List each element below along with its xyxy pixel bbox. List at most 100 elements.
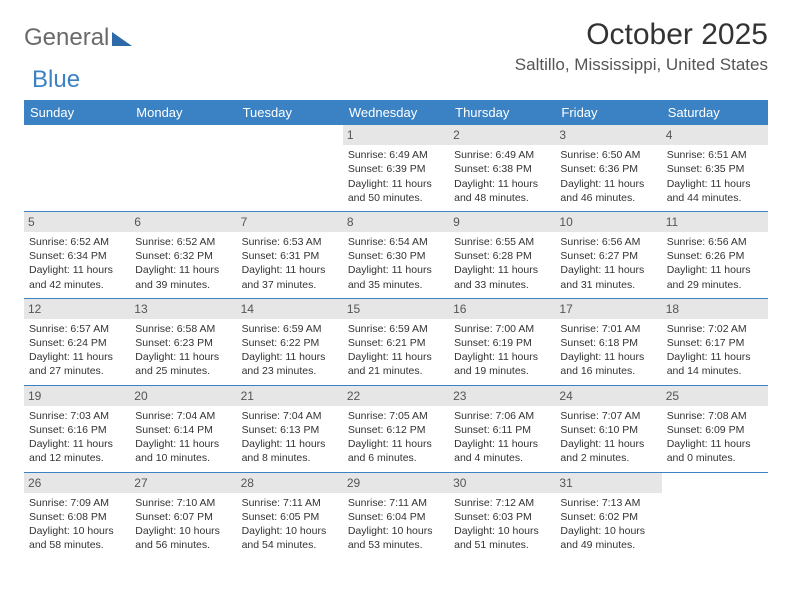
sunset-text: Sunset: 6:14 PM [135,423,231,437]
sunset-text: Sunset: 6:32 PM [135,249,231,263]
calendar-cell: 7Sunrise: 6:53 AMSunset: 6:31 PMDaylight… [237,211,343,298]
daylight-text: Daylight: 11 hours and 27 minutes. [29,350,125,378]
daylight-text: Daylight: 11 hours and 25 minutes. [135,350,231,378]
sunrise-text: Sunrise: 7:04 AM [135,409,231,423]
daylight-text: Daylight: 11 hours and 23 minutes. [242,350,338,378]
day-details: Sunrise: 7:10 AMSunset: 6:07 PMDaylight:… [134,496,232,553]
sunrise-text: Sunrise: 7:04 AM [242,409,338,423]
sunset-text: Sunset: 6:21 PM [348,336,444,350]
sunset-text: Sunset: 6:22 PM [242,336,338,350]
calendar-cell: 25Sunrise: 7:08 AMSunset: 6:09 PMDayligh… [662,385,768,472]
sunset-text: Sunset: 6:07 PM [135,510,231,524]
day-number: 1 [343,125,449,145]
day-details: Sunrise: 6:50 AMSunset: 6:36 PMDaylight:… [559,148,657,205]
daylight-text: Daylight: 11 hours and 44 minutes. [667,177,763,205]
day-number: 9 [449,212,555,232]
sunrise-text: Sunrise: 6:53 AM [242,235,338,249]
day-number: 22 [343,386,449,406]
sunset-text: Sunset: 6:19 PM [454,336,550,350]
sunrise-text: Sunrise: 7:11 AM [242,496,338,510]
day-details: Sunrise: 7:03 AMSunset: 6:16 PMDaylight:… [28,409,126,466]
day-details: Sunrise: 6:53 AMSunset: 6:31 PMDaylight:… [241,235,339,292]
day-details: Sunrise: 7:09 AMSunset: 6:08 PMDaylight:… [28,496,126,553]
month-title: October 2025 [515,18,768,51]
calendar-cell-empty [24,125,130,211]
sunrise-text: Sunrise: 6:51 AM [667,148,763,162]
sunrise-text: Sunrise: 7:08 AM [667,409,763,423]
sunrise-text: Sunrise: 6:59 AM [242,322,338,336]
day-details: Sunrise: 6:59 AMSunset: 6:22 PMDaylight:… [241,322,339,379]
day-details: Sunrise: 7:00 AMSunset: 6:19 PMDaylight:… [453,322,551,379]
daylight-text: Daylight: 11 hours and 46 minutes. [560,177,656,205]
day-details: Sunrise: 7:05 AMSunset: 6:12 PMDaylight:… [347,409,445,466]
calendar-cell: 22 Sunrise: 7:05 AMSunset: 6:12 PMDayligh… [343,385,449,472]
calendar-table: SundayMondayTuesdayWednesdayThursdayFrid… [24,100,768,558]
calendar-page: General Blue October 2025 Saltillo, Miss… [0,0,792,612]
calendar-cell: 3 Sunrise: 6:50 AMSunset: 6:36 PMDaylight… [555,125,661,211]
sunset-text: Sunset: 6:10 PM [560,423,656,437]
day-details: Sunrise: 6:49 AMSunset: 6:38 PMDaylight:… [453,148,551,205]
calendar-cell: 8Sunrise: 6:54 AMSunset: 6:30 PMDaylight… [343,211,449,298]
day-details: Sunrise: 6:55 AMSunset: 6:28 PMDaylight:… [453,235,551,292]
sunset-text: Sunset: 6:08 PM [29,510,125,524]
daylight-text: Daylight: 11 hours and 39 minutes. [135,263,231,291]
daylight-text: Daylight: 11 hours and 14 minutes. [667,350,763,378]
sunset-text: Sunset: 6:31 PM [242,249,338,263]
calendar-cell: 9 Sunrise: 6:55 AMSunset: 6:28 PMDaylight… [449,211,555,298]
day-header: Monday [130,100,236,125]
sunset-text: Sunset: 6:30 PM [348,249,444,263]
day-details: Sunrise: 7:01 AMSunset: 6:18 PMDaylight:… [559,322,657,379]
brand-logo: General Blue [24,18,132,92]
title-block: October 2025 Saltillo, Mississippi, Unit… [515,18,768,75]
day-number: 2 [449,125,555,145]
day-number: 29 [343,473,449,493]
day-number: 15 [343,299,449,319]
day-number: 27 [130,473,236,493]
calendar-cell: 17 Sunrise: 7:01 AMSunset: 6:18 PMDayligh… [555,298,661,385]
daylight-text: Daylight: 11 hours and 33 minutes. [454,263,550,291]
sunset-text: Sunset: 6:11 PM [454,423,550,437]
sunrise-text: Sunrise: 7:13 AM [560,496,656,510]
location-subtitle: Saltillo, Mississippi, United States [515,55,768,75]
sunrise-text: Sunrise: 7:00 AM [454,322,550,336]
day-details: Sunrise: 6:57 AMSunset: 6:24 PMDaylight:… [28,322,126,379]
calendar-row: 12 Sunrise: 6:57 AMSunset: 6:24 PMDayligh… [24,298,768,385]
sunset-text: Sunset: 6:24 PM [29,336,125,350]
sunrise-text: Sunrise: 7:06 AM [454,409,550,423]
calendar-cell: 31Sunrise: 7:13 AMSunset: 6:02 PMDayligh… [555,472,661,558]
day-number: 10 [555,212,661,232]
sunrise-text: Sunrise: 6:54 AM [348,235,444,249]
sunrise-text: Sunrise: 7:03 AM [29,409,125,423]
sunrise-text: Sunrise: 6:55 AM [454,235,550,249]
sunrise-text: Sunrise: 7:02 AM [667,322,763,336]
logo-text-gray: General [24,26,109,50]
calendar-row: 19Sunrise: 7:03 AMSunset: 6:16 PMDayligh… [24,385,768,472]
sunrise-text: Sunrise: 6:56 AM [667,235,763,249]
calendar-cell: 24Sunrise: 7:07 AMSunset: 6:10 PMDayligh… [555,385,661,472]
sunrise-text: Sunrise: 7:05 AM [348,409,444,423]
day-details: Sunrise: 6:59 AMSunset: 6:21 PMDaylight:… [347,322,445,379]
sunrise-text: Sunrise: 7:10 AM [135,496,231,510]
calendar-cell: 4Sunrise: 6:51 AMSunset: 6:35 PMDaylight… [662,125,768,211]
day-number: 31 [555,473,661,493]
day-number: 3 [555,125,661,145]
sunset-text: Sunset: 6:09 PM [667,423,763,437]
day-number: 12 [24,299,130,319]
day-number: 8 [343,212,449,232]
daylight-text: Daylight: 11 hours and 2 minutes. [560,437,656,465]
day-header: Sunday [24,100,130,125]
day-number: 17 [555,299,661,319]
day-number: 11 [662,212,768,232]
sunset-text: Sunset: 6:12 PM [348,423,444,437]
calendar-cell: 15 Sunrise: 6:59 AMSunset: 6:21 PMDayligh… [343,298,449,385]
daylight-text: Daylight: 10 hours and 54 minutes. [242,524,338,552]
sunrise-text: Sunrise: 6:56 AM [560,235,656,249]
daylight-text: Daylight: 11 hours and 0 minutes. [667,437,763,465]
day-details: Sunrise: 7:08 AMSunset: 6:09 PMDaylight:… [666,409,764,466]
sunrise-text: Sunrise: 6:58 AM [135,322,231,336]
day-number: 26 [24,473,130,493]
sunset-text: Sunset: 6:28 PM [454,249,550,263]
day-number: 5 [24,212,130,232]
sunrise-text: Sunrise: 7:11 AM [348,496,444,510]
sunrise-text: Sunrise: 6:59 AM [348,322,444,336]
